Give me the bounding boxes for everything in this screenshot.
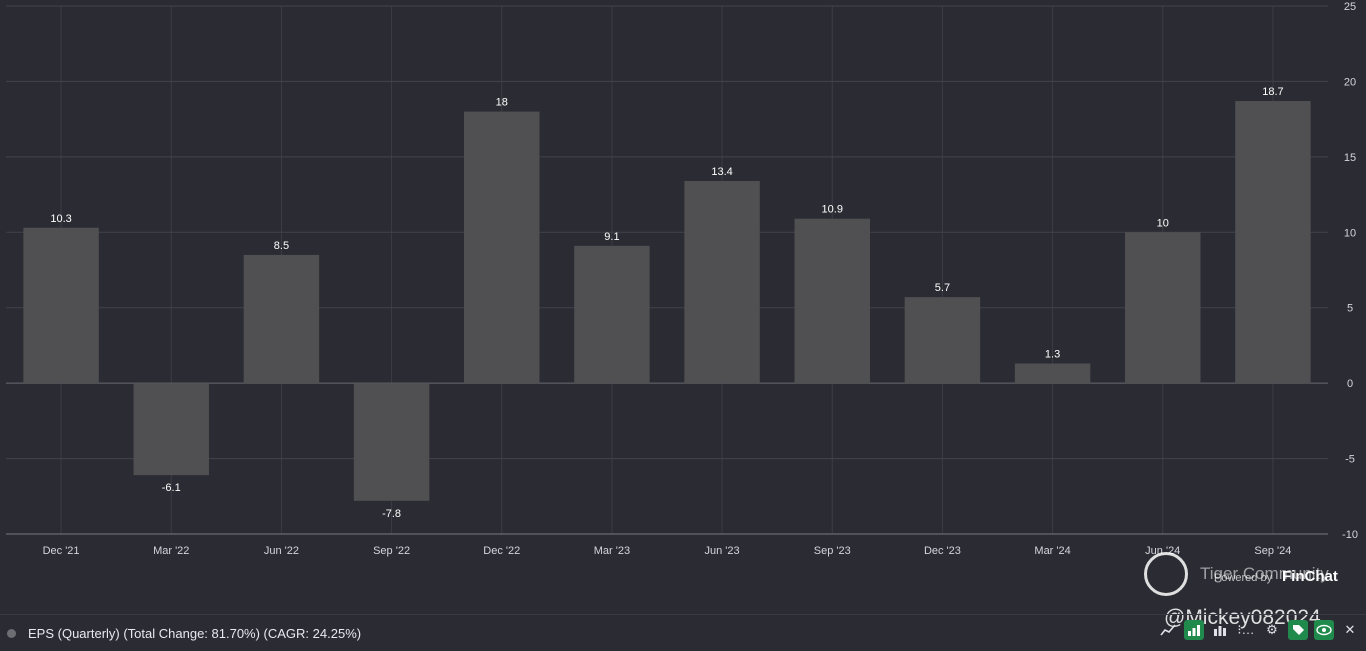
x-tick-label: Dec '22 bbox=[483, 545, 520, 557]
y-tick-label: 15 bbox=[1344, 152, 1356, 164]
legend-label[interactable]: EPS (Quarterly) (Total Change: 81.70%) (… bbox=[28, 625, 362, 641]
tag-icon[interactable] bbox=[1288, 620, 1308, 640]
y-tick-label: -10 bbox=[1342, 529, 1358, 541]
bar-value-label: 10 bbox=[1157, 217, 1169, 229]
x-tick-label: Dec '23 bbox=[924, 545, 961, 557]
more-icon[interactable]: ⁝… bbox=[1237, 622, 1255, 637]
bar-value-label: 10.9 bbox=[822, 204, 843, 216]
legend-dot[interactable] bbox=[7, 628, 16, 638]
bar[interactable] bbox=[133, 383, 209, 476]
y-tick-label: 20 bbox=[1344, 76, 1356, 88]
eps-bar-chart: 10.3 -6.1 8.5 -7.8 18 9.1 13.4 10.9 5.7 1.3 10 18.7… bbox=[6, 1, 1358, 557]
bars bbox=[23, 101, 1311, 501]
bar-value-label: 10.3 bbox=[50, 213, 71, 225]
x-tick-label: Mar '22 bbox=[153, 545, 189, 557]
bar[interactable] bbox=[1235, 101, 1311, 384]
y-tick-label: 10 bbox=[1344, 227, 1356, 239]
eye-icon[interactable] bbox=[1314, 620, 1334, 640]
close-icon[interactable]: ✕ bbox=[1344, 622, 1356, 637]
bar-value-label: 5.7 bbox=[935, 282, 950, 294]
y-axis-ticks: 25 20 15 10 5 0 -5 -10 bbox=[1342, 1, 1358, 541]
chart-footer: EPS (Quarterly) (Total Change: 81.70%) (… bbox=[0, 614, 1366, 651]
trend-line-icon[interactable] bbox=[1158, 620, 1178, 640]
x-tick-label: Jun '22 bbox=[264, 545, 299, 557]
x-tick-label: Mar '23 bbox=[594, 545, 630, 557]
x-tick-label: Jun '23 bbox=[705, 545, 740, 557]
bar-value-label: 13.4 bbox=[711, 166, 732, 178]
bar-value-label: 1.3 bbox=[1045, 349, 1060, 361]
bar[interactable] bbox=[684, 180, 760, 384]
gear-icon[interactable]: ⚙ bbox=[1266, 622, 1278, 637]
bar-value-label: 8.5 bbox=[274, 240, 289, 252]
bar-value-label: 9.1 bbox=[604, 231, 619, 243]
x-tick-label: Sep '23 bbox=[814, 545, 851, 557]
grid-lines bbox=[6, 5, 1328, 535]
bar[interactable] bbox=[574, 245, 650, 384]
bar[interactable] bbox=[23, 227, 99, 384]
bar[interactable] bbox=[1014, 363, 1091, 384]
x-tick-label: Sep '22 bbox=[373, 545, 410, 557]
bar-chart-icon[interactable] bbox=[1184, 620, 1204, 640]
bar[interactable] bbox=[1125, 232, 1201, 384]
x-tick-label: Jun '24 bbox=[1145, 545, 1180, 557]
x-tick-label: Sep '24 bbox=[1254, 545, 1291, 557]
bar-value-label: -7.8 bbox=[382, 508, 401, 520]
bar[interactable] bbox=[353, 383, 430, 501]
y-tick-label: 0 bbox=[1347, 378, 1353, 390]
bar-value-label: 18.7 bbox=[1262, 86, 1283, 98]
x-tick-label: Mar '24 bbox=[1034, 545, 1070, 557]
y-tick-label: 5 bbox=[1347, 303, 1353, 315]
bar[interactable] bbox=[464, 111, 540, 384]
bar-value-labels: 10.3 -6.1 8.5 -7.8 18 9.1 13.4 10.9 5.7 1.3 10 18.7 bbox=[50, 86, 1283, 520]
x-axis-ticks: Dec '21 Mar '22 Jun '22 Sep '22 Dec '22 Mar '… bbox=[43, 545, 1292, 557]
y-tick-label: -5 bbox=[1345, 454, 1355, 466]
column-chart-icon[interactable] bbox=[1210, 620, 1230, 640]
bar-value-label: -6.1 bbox=[162, 482, 181, 494]
bar-value-label: 18 bbox=[496, 97, 508, 109]
y-tick-label: 25 bbox=[1344, 1, 1356, 13]
bar[interactable] bbox=[904, 297, 981, 384]
x-tick-label: Dec '21 bbox=[43, 545, 80, 557]
bar[interactable] bbox=[794, 218, 870, 384]
chart-toolbar: ⁝… ⚙ ✕ bbox=[1158, 620, 1360, 640]
bar[interactable] bbox=[243, 254, 320, 384]
